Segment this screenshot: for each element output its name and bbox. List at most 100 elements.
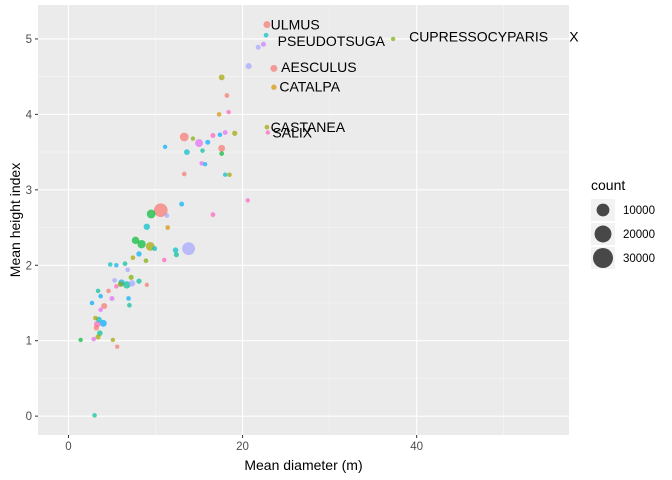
data-point: [190, 136, 196, 141]
data-point: [218, 144, 226, 152]
data-point: [122, 261, 128, 267]
data-point: [164, 213, 170, 218]
data-point: [265, 130, 271, 135]
data-point: [260, 41, 266, 47]
data-point: [183, 149, 190, 155]
point-label: CASTANEA: [271, 119, 346, 135]
point-label: CATALPA: [279, 78, 340, 94]
data-point: [173, 252, 180, 258]
y-axis-title: Mean height index: [7, 163, 23, 277]
legend: count 10000 20000 30000: [590, 176, 664, 271]
x-axis-title: Mean diameter (m): [244, 457, 362, 473]
data-point: [205, 139, 211, 145]
y-tick-label: 0: [26, 411, 32, 423]
legend-key-symbol: [593, 248, 613, 268]
data-point: [115, 344, 120, 349]
data-point: [143, 223, 151, 230]
data-point: [271, 84, 277, 90]
data-point: [182, 242, 196, 256]
data-point: [98, 307, 103, 313]
legend-label: 20000: [623, 229, 655, 241]
data-point: [95, 334, 101, 340]
data-point: [136, 278, 142, 284]
point-label: PSEUDOTSUGA: [278, 33, 386, 49]
data-point: [224, 93, 230, 98]
data-point: [232, 130, 238, 136]
x-axis-ticks: 0 20 40: [65, 435, 423, 453]
data-point: [181, 171, 187, 177]
data-point: [130, 255, 136, 261]
data-point: [137, 239, 146, 249]
point-label: X: [569, 29, 579, 45]
data-point: [219, 151, 225, 156]
data-point: [131, 236, 140, 245]
data-point: [200, 148, 205, 153]
major-gridlines: [38, 5, 569, 435]
data-point: [263, 32, 269, 38]
legend-label: 30000: [623, 253, 655, 265]
data-point: [202, 161, 208, 167]
legend-label: 10000: [623, 205, 655, 217]
data-point: [390, 36, 396, 42]
data-point: [152, 246, 158, 252]
data-point: [93, 325, 100, 331]
data-point: [98, 293, 103, 299]
data-points: [78, 21, 396, 418]
data-point: [179, 132, 189, 142]
data-point: [172, 247, 179, 253]
point-label: AESCULUS: [281, 59, 356, 75]
data-point: [195, 139, 203, 148]
data-point: [78, 337, 83, 343]
data-point: [222, 130, 228, 135]
data-point: [161, 257, 167, 263]
data-point: [126, 296, 131, 301]
data-point: [99, 319, 107, 327]
data-point: [117, 281, 124, 287]
y-axis-ticks: 0 1 2 3 4 5: [26, 34, 38, 423]
data-point: [217, 132, 223, 138]
data-point: [153, 203, 168, 218]
data-point: [255, 44, 261, 50]
data-point: [107, 262, 113, 267]
data-point: [165, 225, 171, 230]
data-point: [91, 336, 96, 342]
point-label: ULMUS: [271, 17, 320, 33]
data-point: [245, 198, 250, 203]
x-tick-label: 40: [410, 441, 423, 453]
data-point: [114, 284, 119, 289]
y-tick-label: 3: [26, 185, 32, 197]
data-point: [95, 288, 101, 294]
data-point: [128, 274, 134, 280]
data-point: [110, 337, 116, 343]
data-point: [112, 278, 117, 283]
data-point: [162, 144, 168, 150]
data-point: [146, 209, 156, 219]
legend-title: count: [591, 177, 625, 193]
y-tick-label: 4: [26, 109, 33, 121]
data-point: [143, 258, 149, 264]
data-point: [125, 267, 131, 273]
data-point: [263, 21, 271, 29]
data-point: [218, 74, 225, 81]
data-point: [101, 302, 108, 310]
y-tick-label: 1: [26, 336, 32, 348]
data-point: [216, 112, 222, 117]
data-point: [264, 124, 270, 130]
legend-key-symbol: [594, 225, 612, 243]
data-point: [109, 295, 115, 301]
data-point: [89, 300, 95, 306]
y-tick-label: 2: [26, 260, 32, 272]
x-tick-label: 20: [236, 441, 249, 453]
point-label: CUPRESSOCYPARIS: [409, 29, 548, 45]
y-tick-label: 5: [26, 34, 32, 46]
data-point: [136, 251, 142, 257]
data-point: [222, 172, 228, 177]
point-label: SALIX: [272, 124, 312, 140]
data-point: [128, 280, 136, 287]
data-point: [210, 133, 216, 138]
data-point: [227, 172, 232, 178]
data-point: [144, 282, 150, 288]
data-point: [106, 288, 111, 294]
